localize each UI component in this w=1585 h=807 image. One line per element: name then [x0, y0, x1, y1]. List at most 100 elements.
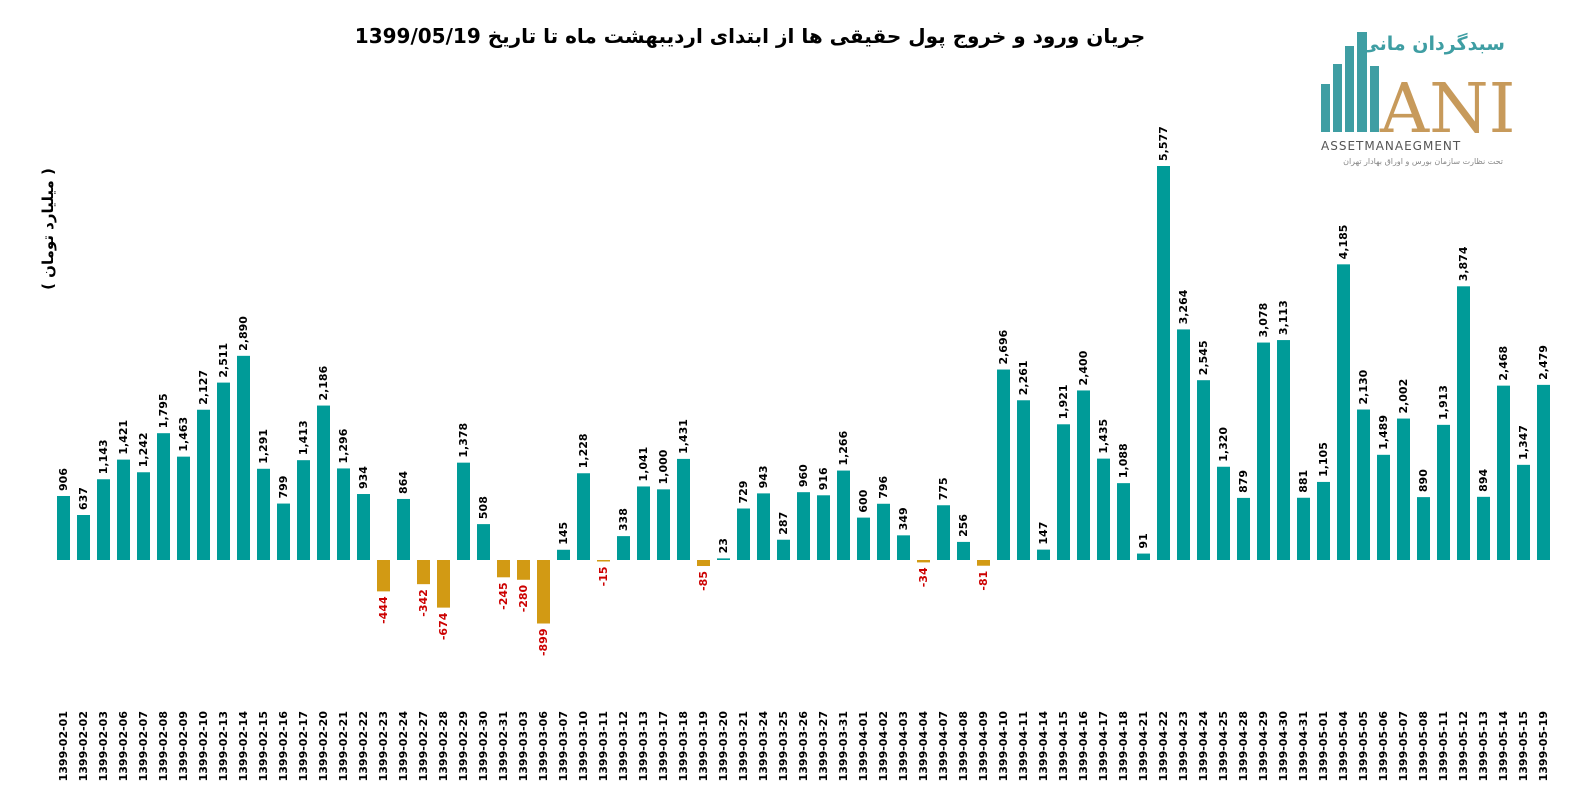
bar-1399-02-14 — [237, 355, 250, 560]
x-tick-1399-05-19: 1399-05-19 — [1537, 711, 1550, 781]
value-label-1399-02-17: 1,413 — [297, 420, 310, 455]
value-label-1399-04-30: 3,113 — [1277, 300, 1290, 335]
value-label-1399-02-30: 508 — [477, 496, 490, 519]
x-tick-1399-02-15: 1399-02-15 — [257, 711, 270, 781]
x-tick-1399-02-23: 1399-02-23 — [377, 711, 390, 781]
value-label-1399-02-16: 799 — [277, 476, 290, 499]
value-label-1399-02-24: 864 — [397, 471, 410, 494]
x-tick-1399-02-10: 1399-02-10 — [197, 711, 210, 782]
value-label-1399-04-17: 1,435 — [1097, 419, 1110, 454]
bar-1399-02-08 — [157, 433, 170, 560]
bar-1399-02-28 — [437, 560, 450, 608]
bar-1399-04-04 — [917, 560, 930, 563]
x-tick-1399-05-12: 1399-05-12 — [1457, 711, 1470, 781]
bar-1399-04-31 — [1297, 497, 1310, 560]
value-label-1399-04-07: 775 — [937, 477, 950, 500]
bar-1399-02-13 — [217, 382, 230, 560]
value-label-1399-02-14: 2,890 — [237, 316, 250, 351]
bar-1399-05-14 — [1497, 385, 1510, 560]
x-tick-1399-02-31: 1399-02-31 — [497, 711, 510, 781]
value-label-1399-04-15: 1,921 — [1057, 384, 1070, 419]
x-tick-1399-03-06: 1399-03-06 — [537, 711, 550, 782]
value-label-1399-04-03: 349 — [897, 507, 910, 530]
bar-1399-02-03 — [97, 479, 110, 560]
bar-1399-04-14 — [1037, 549, 1050, 560]
bar-1399-04-08 — [957, 541, 970, 560]
x-tick-1399-05-05: 1399-05-05 — [1357, 711, 1370, 781]
bar-1399-04-01 — [857, 517, 870, 560]
x-tick-1399-03-24: 1399-03-24 — [757, 711, 770, 782]
value-label-1399-03-25: 287 — [777, 512, 790, 535]
x-tick-1399-04-04: 1399-04-04 — [917, 711, 930, 782]
bar-1399-04-30 — [1277, 340, 1290, 560]
value-label-1399-04-02: 796 — [877, 475, 890, 498]
x-tick-1399-04-24: 1399-04-24 — [1197, 711, 1210, 782]
x-tick-1399-02-22: 1399-02-22 — [357, 711, 370, 781]
value-label-1399-03-31: 1,266 — [837, 430, 850, 465]
x-tick-1399-04-15: 1399-04-15 — [1057, 711, 1070, 781]
bar-1399-02-06 — [117, 459, 130, 560]
value-label-1399-05-13: 894 — [1477, 469, 1490, 492]
value-label-1399-05-12: 3,874 — [1457, 246, 1470, 281]
bar-1399-03-18 — [677, 458, 690, 560]
value-label-1399-04-09: -81 — [977, 571, 990, 591]
bar-1399-03-27 — [817, 495, 830, 560]
bar-1399-04-28 — [1237, 497, 1250, 560]
x-tick-1399-05-04: 1399-05-04 — [1337, 711, 1350, 782]
value-label-1399-03-21: 729 — [737, 481, 750, 504]
value-label-1399-02-31: -245 — [497, 582, 510, 610]
x-tick-1399-02-07: 1399-02-07 — [137, 711, 150, 781]
value-label-1399-04-10: 2,696 — [997, 329, 1010, 364]
bar-1399-03-21 — [737, 508, 750, 560]
value-label-1399-03-06: -899 — [537, 629, 550, 657]
company-logo: سبدگردان مانی ANI ASSETMANAEGMENT تحت نظ… — [1321, 32, 1515, 166]
bar-1399-05-08 — [1417, 497, 1430, 560]
x-tick-1399-02-06: 1399-02-06 — [117, 711, 130, 782]
x-tick-1399-03-03: 1399-03-03 — [517, 711, 530, 781]
bar-1399-03-20 — [717, 558, 730, 560]
x-tick-1399-03-26: 1399-03-26 — [797, 711, 810, 782]
x-tick-1399-04-31: 1399-04-31 — [1297, 711, 1310, 781]
x-tick-1399-03-19: 1399-03-19 — [697, 711, 710, 781]
bar-1399-02-20 — [317, 405, 330, 560]
bar-1399-05-06 — [1377, 454, 1390, 560]
bars-group — [57, 166, 1550, 624]
bar-1399-03-07 — [557, 549, 570, 560]
value-label-1399-05-15: 1,347 — [1517, 425, 1530, 460]
bar-1399-04-24 — [1197, 380, 1210, 560]
x-tick-labels-group: 1399-02-01 1399-02-02 1399-02-03 1399-02-06… — [57, 711, 1550, 782]
x-tick-1399-05-07: 1399-05-07 — [1397, 711, 1410, 781]
value-label-1399-02-29: 1,378 — [457, 423, 470, 458]
value-label-1399-04-01: 600 — [857, 489, 870, 512]
x-tick-1399-02-28: 1399-02-28 — [437, 711, 450, 781]
bar-1399-02-29 — [457, 462, 470, 560]
value-label-1399-04-28: 879 — [1237, 470, 1250, 493]
value-label-1399-03-10: 1,228 — [577, 433, 590, 468]
value-label-1399-04-04: -34 — [917, 567, 930, 587]
bar-1399-02-15 — [257, 468, 270, 560]
x-tick-1399-03-12: 1399-03-12 — [617, 711, 630, 781]
x-tick-1399-04-30: 1399-04-30 — [1277, 711, 1290, 782]
value-label-1399-03-12: 338 — [617, 508, 630, 531]
x-tick-1399-02-29: 1399-02-29 — [457, 711, 470, 781]
value-label-1399-04-18: 1,088 — [1117, 443, 1130, 478]
x-tick-1399-04-18: 1399-04-18 — [1117, 711, 1130, 781]
bar-1399-03-17 — [657, 489, 670, 560]
x-tick-1399-02-30: 1399-02-30 — [477, 711, 490, 782]
x-tick-1399-02-01: 1399-02-01 — [57, 711, 70, 781]
value-label-1399-02-10: 2,127 — [197, 370, 210, 405]
bar-1399-05-15 — [1517, 464, 1530, 560]
x-tick-1399-04-08: 1399-04-08 — [957, 711, 970, 781]
bar-1399-04-10 — [997, 369, 1010, 560]
x-tick-1399-02-27: 1399-02-27 — [417, 711, 430, 781]
x-tick-1399-02-09: 1399-02-09 — [177, 711, 190, 781]
x-tick-1399-05-14: 1399-05-14 — [1497, 711, 1510, 782]
x-tick-1399-02-17: 1399-02-17 — [297, 711, 310, 781]
value-label-1399-05-07: 2,002 — [1397, 379, 1410, 414]
x-tick-1399-02-13: 1399-02-13 — [217, 711, 230, 781]
bar-1399-02-01 — [57, 495, 70, 560]
bar-1399-04-15 — [1057, 424, 1070, 560]
value-label-1399-03-18: 1,431 — [677, 419, 690, 454]
bar-1399-04-07 — [937, 505, 950, 560]
x-tick-1399-02-20: 1399-02-20 — [317, 711, 330, 782]
